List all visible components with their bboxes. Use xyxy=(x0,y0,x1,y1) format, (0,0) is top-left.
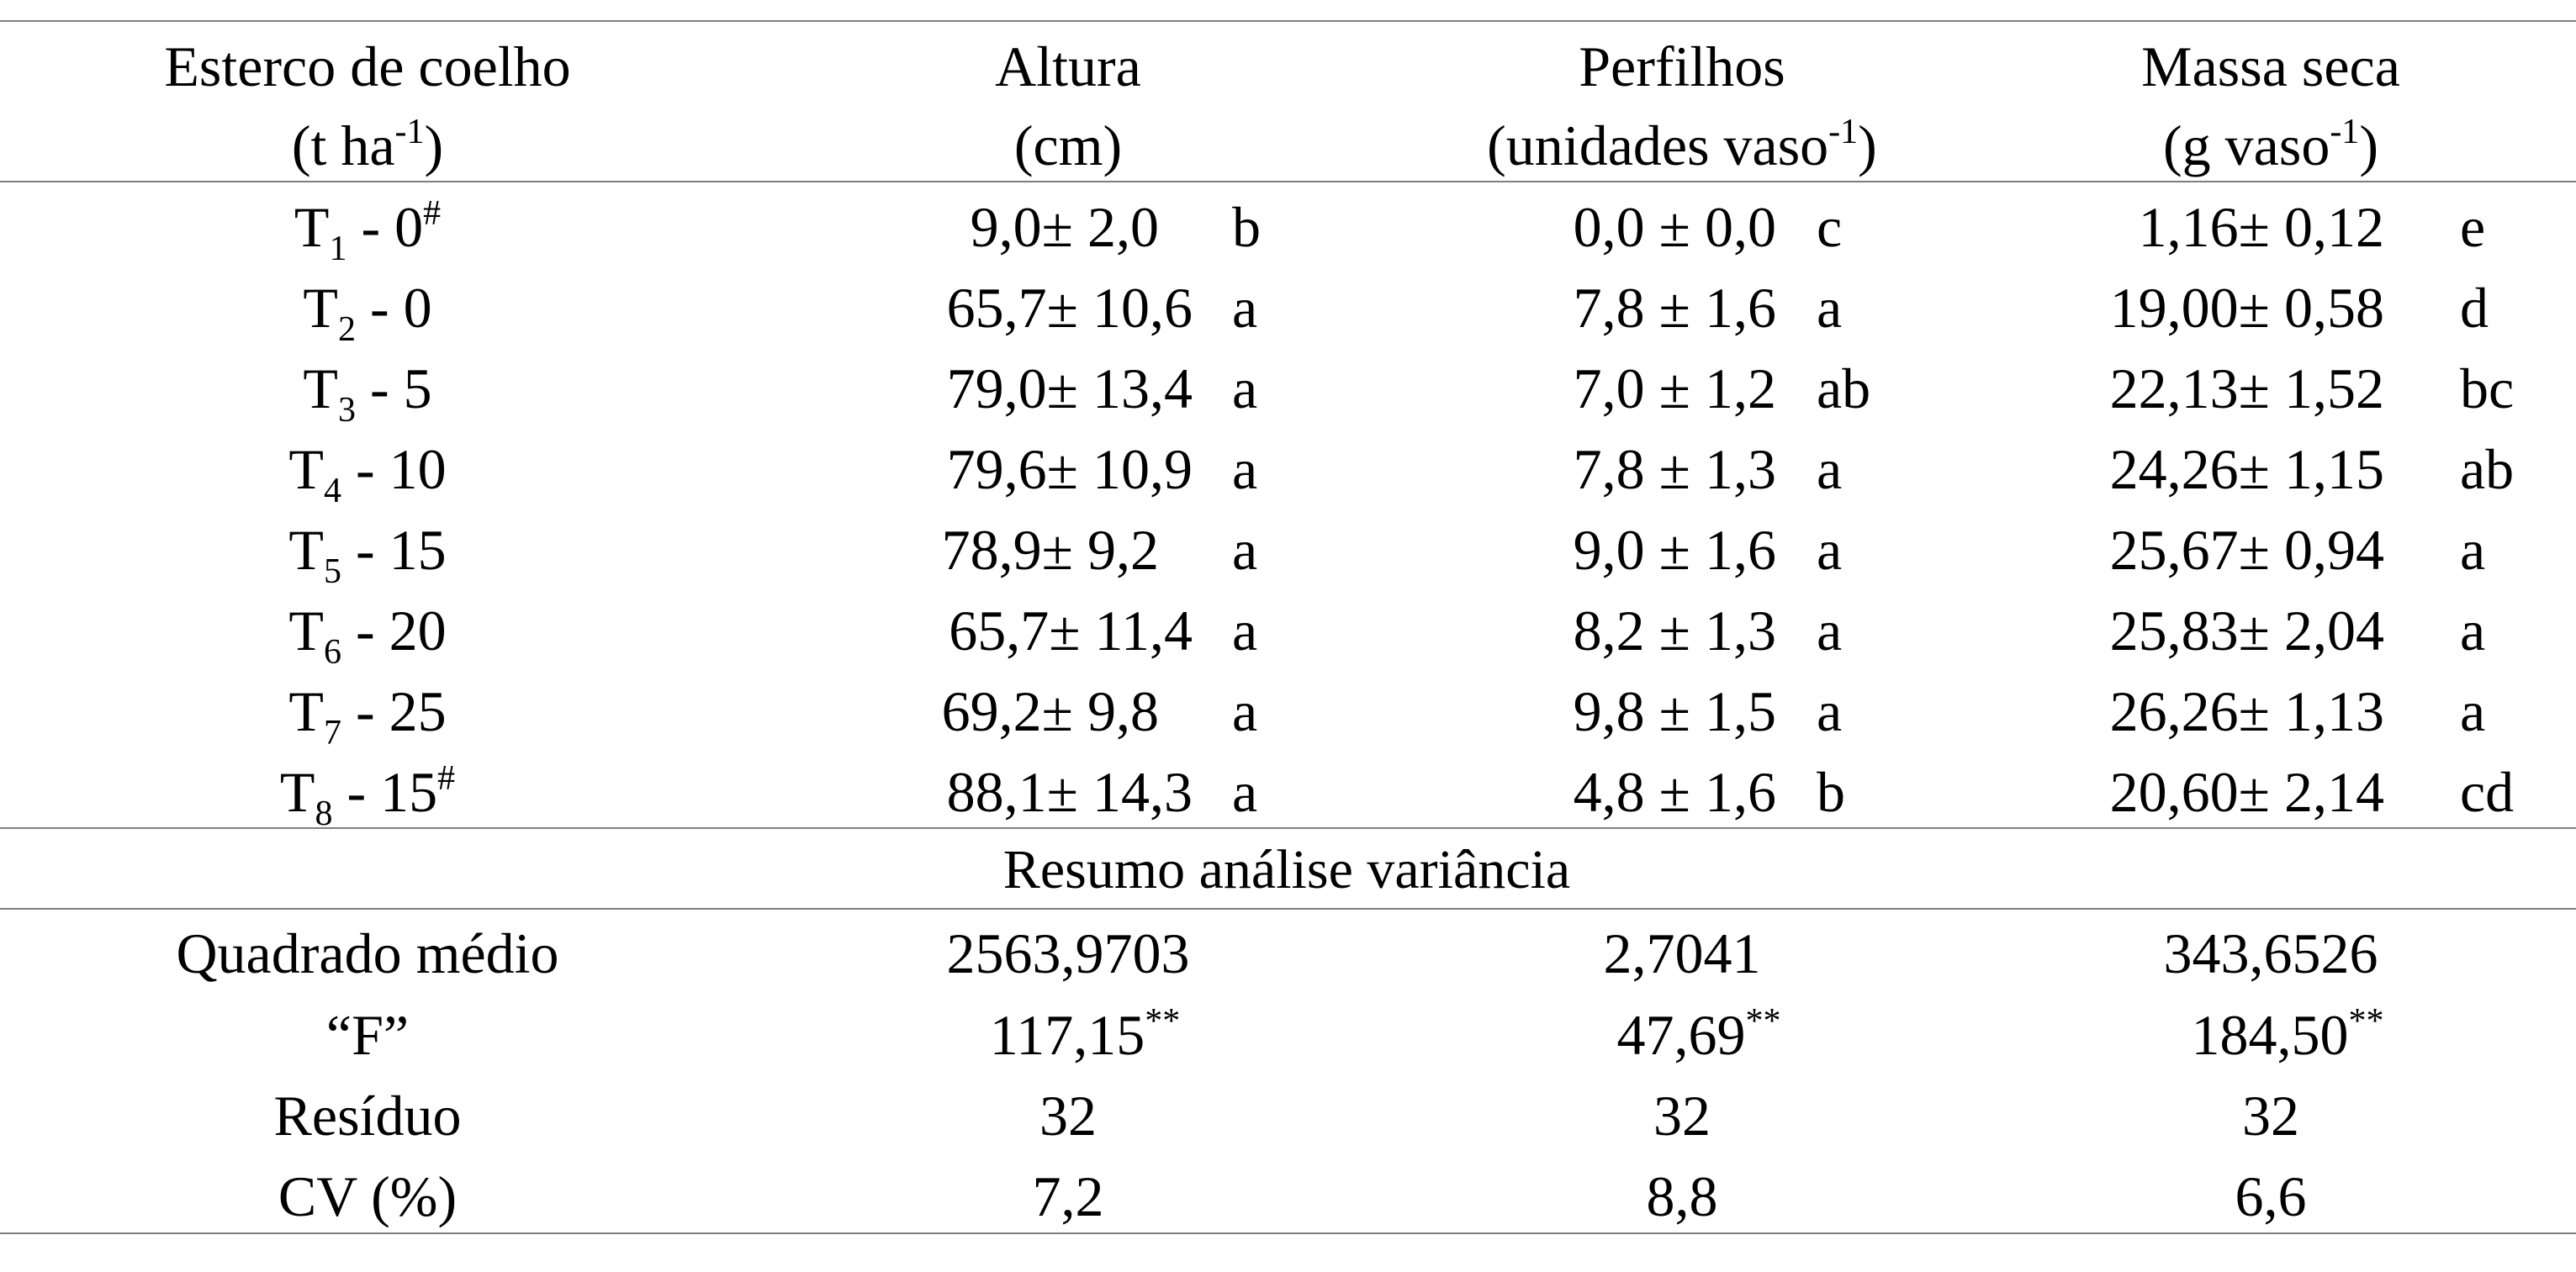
summary-altura: 32 xyxy=(1039,1084,1097,1148)
altura-value: 69,2± 9,8 xyxy=(941,679,1159,743)
header-perfilhos-line1: Perfilhos xyxy=(1579,34,1785,98)
altura-letter: a xyxy=(1232,356,1258,420)
massa-letter: a xyxy=(2460,599,2486,662)
summary-perfilhos: 47,69** xyxy=(1616,1002,1781,1067)
summary-perfilhos: 2,7041 xyxy=(1603,921,1761,985)
massa-letter: a xyxy=(2460,679,2486,743)
summary-label: CV (%) xyxy=(278,1164,458,1228)
altura-letter: a xyxy=(1232,599,1258,662)
massa-value: 25,67± 0,94 xyxy=(2109,518,2384,582)
altura-value: 65,7± 10,6 xyxy=(946,276,1193,340)
header-altura-line1: Altura xyxy=(995,34,1141,98)
treatment-label: T3 - 5 xyxy=(303,356,432,430)
perfilhos-value: 8,2 ± 1,3 xyxy=(1573,599,1776,662)
summary-label: “F” xyxy=(325,1003,410,1067)
header-esterco-line2: (t ha-1) xyxy=(291,113,444,177)
treatment-label: T2 - 0 xyxy=(303,276,432,349)
section-rule xyxy=(0,908,2576,910)
perfilhos-value: 7,0 ± 1,2 xyxy=(1573,356,1776,420)
altura-letter: a xyxy=(1232,276,1258,340)
treatment-label: T5 - 15 xyxy=(288,518,447,591)
summary-massa: 184,50** xyxy=(2191,1002,2384,1067)
treatment-label: T7 - 25 xyxy=(288,679,447,752)
summary-massa: 32 xyxy=(2242,1084,2299,1148)
header-massa-line2: (g vaso-1) xyxy=(2163,113,2378,177)
perfilhos-letter: c xyxy=(1817,195,1843,259)
altura-value: 9,0± 2,0 xyxy=(970,195,1159,259)
altura-letter: a xyxy=(1232,679,1258,743)
perfilhos-letter: ab xyxy=(1817,356,1871,420)
perfilhos-value: 4,8 ± 1,6 xyxy=(1573,760,1776,824)
bottom-rule xyxy=(0,1232,2576,1234)
summary-massa: 343,6526 xyxy=(2163,921,2378,985)
massa-letter: ab xyxy=(2460,437,2515,501)
summary-altura: 2563,9703 xyxy=(946,921,1190,985)
summary-label: Quadrado médio xyxy=(176,921,559,985)
header-rule xyxy=(0,181,2576,182)
perfilhos-value: 9,8 ± 1,5 xyxy=(1573,679,1776,743)
altura-value: 65,7± 11,4 xyxy=(949,599,1193,662)
perfilhos-letter: a xyxy=(1817,518,1843,582)
perfilhos-value: 9,0 ± 1,6 xyxy=(1573,518,1776,582)
massa-letter: d xyxy=(2460,276,2489,340)
altura-value: 78,9± 9,2 xyxy=(941,518,1159,582)
massa-letter: cd xyxy=(2460,760,2515,824)
summary-altura: 7,2 xyxy=(1032,1164,1104,1228)
altura-letter: a xyxy=(1232,437,1258,501)
massa-letter: bc xyxy=(2460,356,2515,420)
summary-label: Resíduo xyxy=(273,1084,462,1148)
header-massa-line1: Massa seca xyxy=(2141,34,2400,98)
treatment-label: T8 - 15# xyxy=(279,759,456,833)
perfilhos-letter: b xyxy=(1817,760,1845,824)
header-perfilhos-line2: (unidades vaso-1) xyxy=(1487,113,1877,177)
treatment-label: T4 - 10 xyxy=(288,437,447,510)
altura-letter: a xyxy=(1232,518,1258,582)
massa-value: 1,16± 0,12 xyxy=(2138,195,2384,259)
summary-altura: 117,15** xyxy=(989,1002,1181,1067)
summary-massa: 6,6 xyxy=(2235,1164,2307,1228)
massa-value: 26,26± 1,13 xyxy=(2109,679,2384,743)
header-esterco-line1: Esterco de coelho xyxy=(164,34,571,98)
section-title: Resumo análise variância xyxy=(1002,839,1571,900)
massa-value: 25,83± 2,04 xyxy=(2109,599,2384,662)
treatments-end-rule xyxy=(0,827,2576,829)
massa-value: 22,13± 1,52 xyxy=(2109,356,2384,420)
summary-perfilhos: 32 xyxy=(1653,1084,1711,1148)
perfilhos-value: 0,0 ± 0,0 xyxy=(1573,195,1776,259)
treatment-label: T1 - 0# xyxy=(294,194,442,268)
perfilhos-letter: a xyxy=(1817,679,1843,743)
altura-letter: a xyxy=(1232,760,1258,824)
massa-value: 19,00± 0,58 xyxy=(2109,276,2384,340)
treatment-label: T6 - 20 xyxy=(288,599,447,672)
massa-letter: e xyxy=(2460,195,2486,259)
altura-value: 79,6± 10,9 xyxy=(946,437,1193,501)
header-altura-line2: (cm) xyxy=(1013,113,1123,177)
perfilhos-letter: a xyxy=(1817,599,1843,662)
altura-value: 88,1± 14,3 xyxy=(946,760,1193,824)
top-rule xyxy=(0,20,2576,22)
massa-value: 20,60± 2,14 xyxy=(2109,760,2384,824)
perfilhos-letter: a xyxy=(1817,276,1843,340)
massa-value: 24,26± 1,15 xyxy=(2109,437,2384,501)
perfilhos-value: 7,8 ± 1,6 xyxy=(1573,276,1776,340)
perfilhos-letter: a xyxy=(1817,437,1843,501)
altura-value: 79,0± 13,4 xyxy=(946,356,1193,420)
perfilhos-value: 7,8 ± 1,3 xyxy=(1573,437,1776,501)
massa-letter: a xyxy=(2460,518,2486,582)
altura-letter: b xyxy=(1232,195,1261,259)
summary-perfilhos: 8,8 xyxy=(1646,1164,1718,1228)
